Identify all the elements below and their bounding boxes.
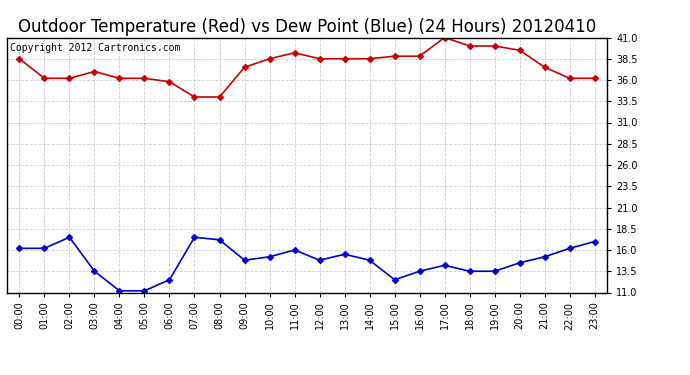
Title: Outdoor Temperature (Red) vs Dew Point (Blue) (24 Hours) 20120410: Outdoor Temperature (Red) vs Dew Point (…	[18, 18, 596, 36]
Text: Copyright 2012 Cartronics.com: Copyright 2012 Cartronics.com	[10, 43, 180, 52]
